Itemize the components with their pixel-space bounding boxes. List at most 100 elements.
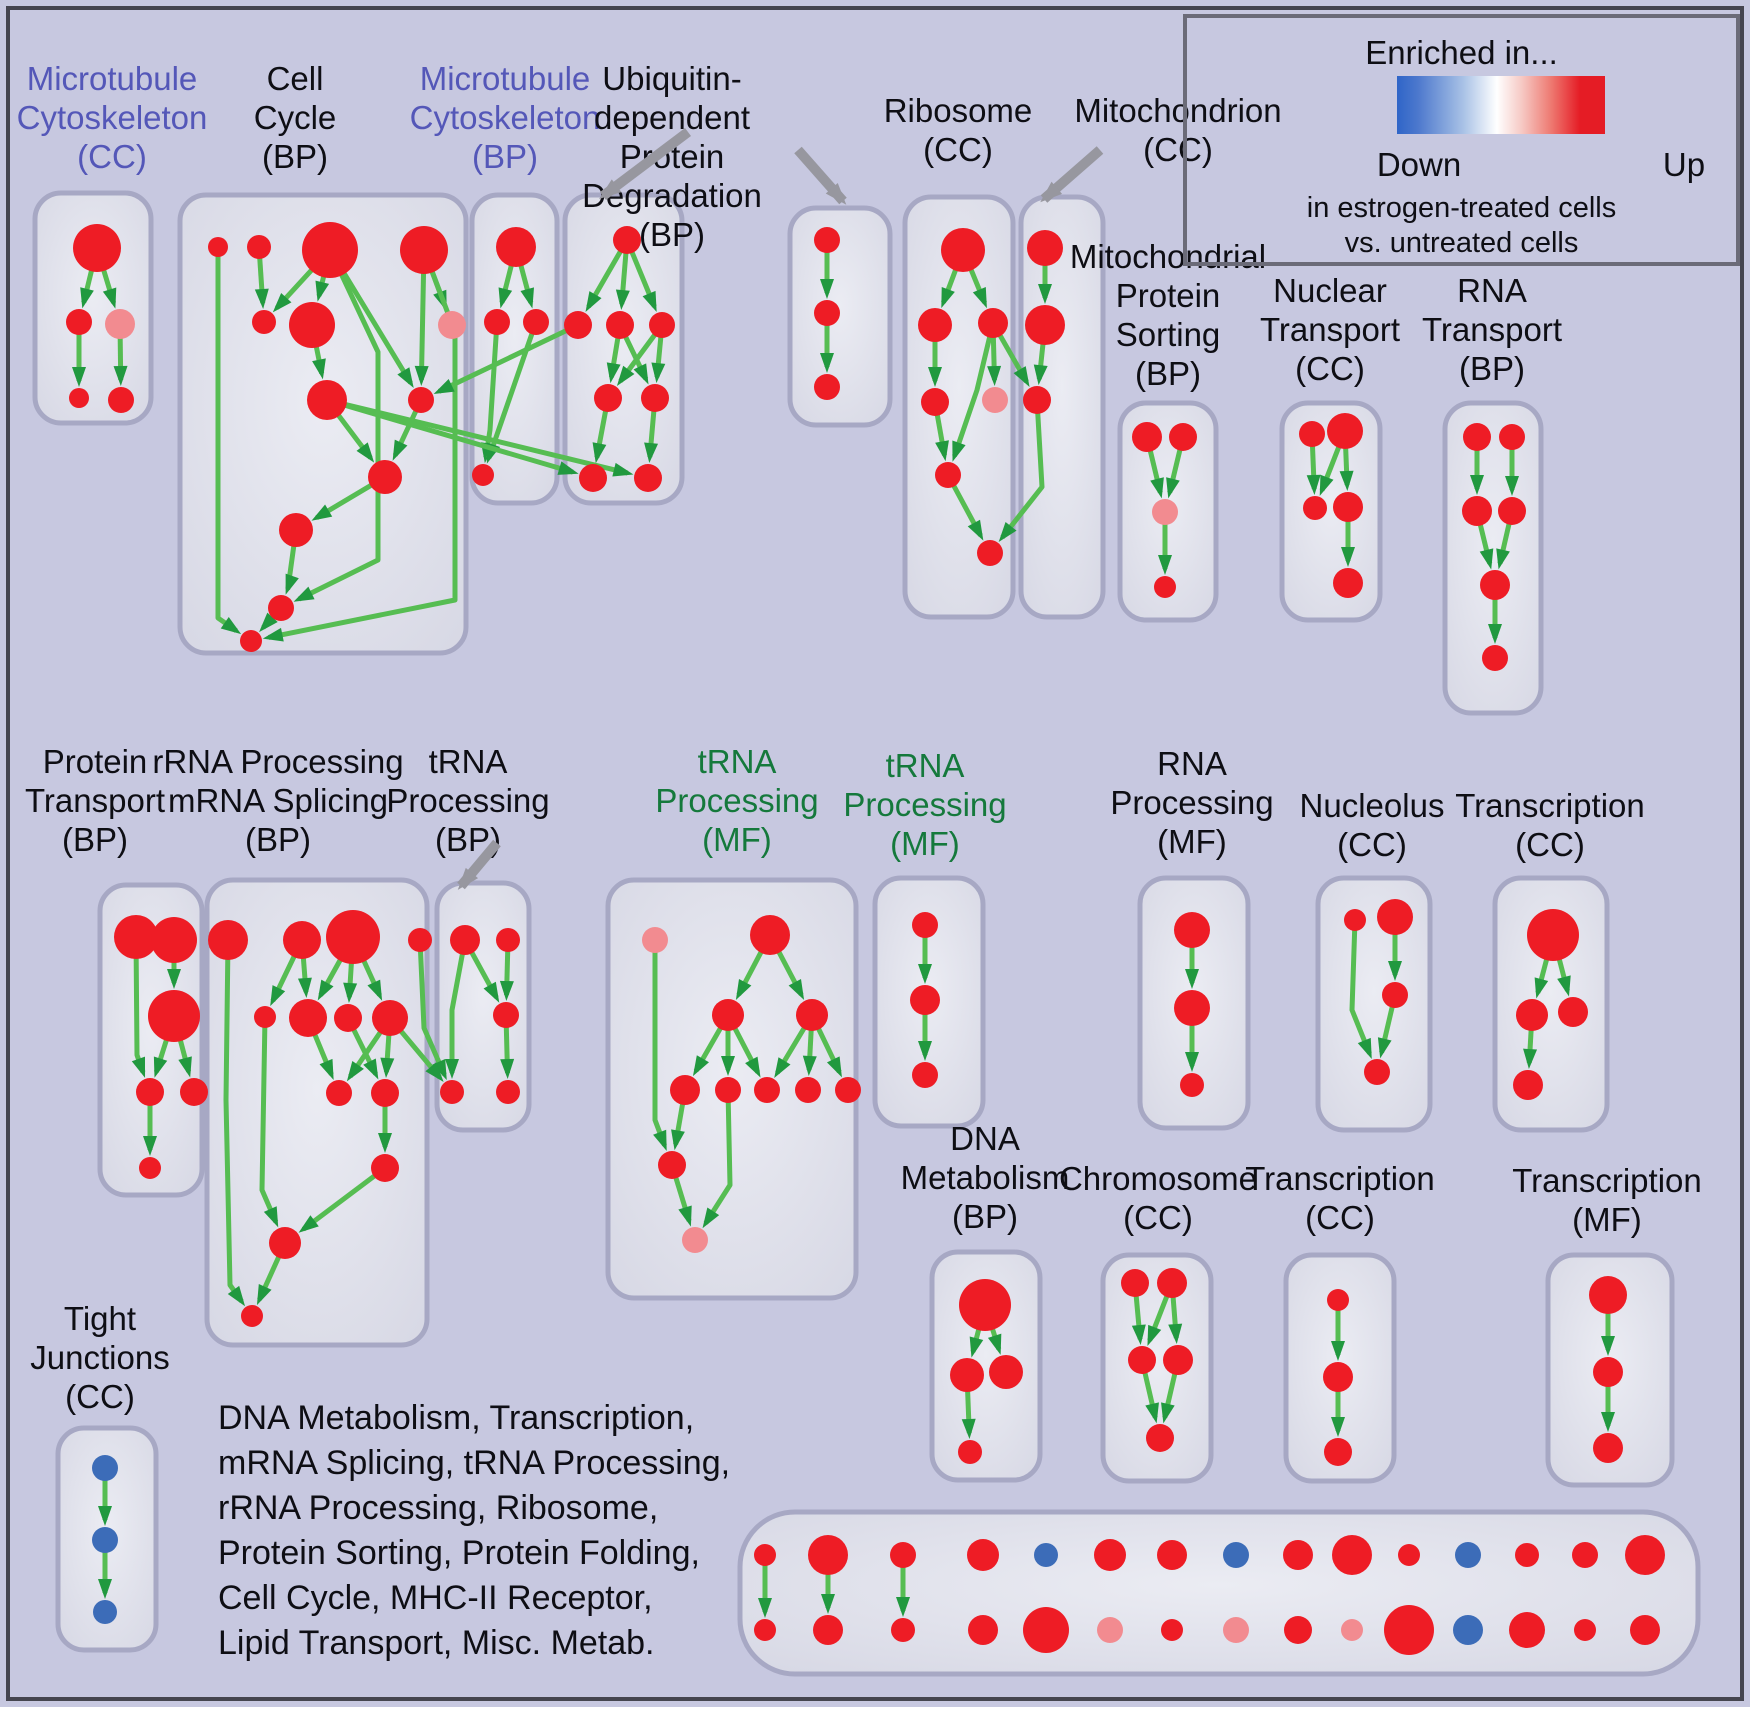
go-term-node-rrna-processing-mrna-splicing-5: [289, 999, 327, 1037]
edge-cell-cycle-12: [215, 247, 242, 635]
cluster-label-microtubule-bp: (BP): [472, 138, 538, 175]
legend-gradient-bar: [1397, 76, 1605, 134]
go-term-node-trna-processing-bp-1: [496, 928, 520, 952]
cluster-label-protein-transport: Protein: [43, 743, 148, 780]
go-term-node-microtubule-cc-3: [69, 388, 89, 408]
go-term-node-misc-metabolism-strip-13: [1572, 1542, 1598, 1568]
go-term-node-trna-processing-mf-large-3: [796, 999, 828, 1031]
go-term-node-rna-processing-mf-1: [1174, 990, 1210, 1026]
go-term-node-misc-metabolism-strip-15: [754, 1619, 776, 1641]
cross-edge-5: [417, 939, 447, 1081]
cluster-label-trna-processing-mf-large: tRNA: [698, 743, 777, 780]
go-term-node-microtubule-cc-0: [73, 224, 121, 272]
go-term-node-chromosome-cc-4: [1146, 1424, 1174, 1452]
go-term-node-trna-processing-bp-2: [493, 1002, 519, 1028]
go-term-node-protein-transport-4: [180, 1078, 208, 1106]
go-term-node-mitochondrial-protein-sorting-0: [1132, 422, 1162, 452]
edge-trna-processing-mf-large-11: [702, 1089, 733, 1229]
go-term-node-misc-metabolism-strip-28: [1574, 1619, 1596, 1641]
cluster-label-nuclear-transport: Transport: [1260, 311, 1400, 348]
go-term-node-misc-metabolism-strip-3: [967, 1539, 999, 1571]
cluster-label-tight-junctions: Tight: [64, 1300, 136, 1337]
go-term-node-microtubule-bp-2: [523, 309, 549, 335]
go-term-node-nucleolus-cc-1: [1377, 899, 1413, 935]
go-term-node-misc-metabolism-strip-5: [1094, 1539, 1126, 1571]
go-term-node-protein-transport-3: [136, 1078, 164, 1106]
go-term-node-trna-processing-mf-large-2: [712, 999, 744, 1031]
go-term-node-trna-processing-mf-large-4: [670, 1075, 700, 1105]
cluster-label-nuclear-transport: Nuclear: [1273, 272, 1387, 309]
cross-edge-1: [326, 397, 634, 477]
go-term-node-trna-processing-bp-4: [496, 1080, 520, 1104]
go-term-node-misc-metabolism-strip-20: [1097, 1617, 1123, 1643]
cluster-label-mitochondrion-cc: (CC): [1143, 131, 1213, 168]
cluster-label-microtubule-cc: (CC): [77, 138, 147, 175]
go-term-node-trna-processing-bp-0: [450, 925, 480, 955]
go-term-node-cell-cycle-9: [368, 460, 402, 494]
go-term-node-nuclear-transport-0: [1299, 421, 1325, 447]
cluster-label-rna-processing-mf: Processing: [1110, 784, 1273, 821]
go-term-node-cell-cycle-2: [302, 222, 358, 278]
cluster-label-transcription-cc-top: Transcription: [1455, 787, 1645, 824]
cluster-label-transcription-cc-top: (CC): [1515, 826, 1585, 863]
cluster-label-microtubule-cc: Microtubule: [27, 60, 198, 97]
go-term-node-transcription-cc-top-3: [1513, 1070, 1543, 1100]
go-term-node-misc-metabolism-strip-6: [1157, 1540, 1187, 1570]
go-term-node-rrna-processing-mrna-splicing-3: [408, 928, 432, 952]
go-term-node-ribosome-cc-4: [982, 387, 1008, 413]
go-term-node-misc-metabolism-strip-12: [1515, 1543, 1539, 1567]
go-term-node-transcription-mf-1: [1593, 1357, 1623, 1387]
edge-cell-cycle-13: [293, 248, 381, 602]
go-term-node-chromosome-cc-3: [1163, 1345, 1193, 1375]
note-line: DNA Metabolism, Transcription,: [218, 1399, 695, 1437]
go-term-node-rna-transport-1: [1499, 424, 1525, 450]
go-term-node-chromosome-cc-1: [1157, 1268, 1187, 1298]
go-term-node-misc-metabolism-strip-25: [1384, 1605, 1434, 1655]
go-term-node-cell-cycle-10: [279, 513, 313, 547]
go-term-node-dna-metabolism-0: [959, 1279, 1011, 1331]
go-term-node-misc-metabolism-strip-8: [1283, 1540, 1313, 1570]
label-pointer-arrow-3: [457, 839, 501, 890]
cluster-label-rna-processing-mf: (MF): [1157, 823, 1227, 860]
cluster-label-trna-processing-mf-large: (MF): [702, 821, 772, 858]
cluster-box-misc-metabolism-strip: [737, 1509, 1701, 1677]
label-pointer-arrow-0: [599, 128, 692, 200]
go-term-node-misc-metabolism-strip-0: [754, 1544, 776, 1566]
go-term-node-misc-metabolism-strip-21: [1161, 1619, 1183, 1641]
cluster-label-rna-processing-mf: RNA: [1157, 745, 1227, 782]
cluster-label-dna-metabolism: Metabolism: [901, 1159, 1070, 1196]
go-term-node-microtubule-bp-0: [496, 227, 536, 267]
cluster-box-microtubule-bp: [469, 192, 560, 506]
go-term-node-nuclear-transport-2: [1303, 496, 1327, 520]
cluster-label-ubiquitin-degradation: Ubiquitin-: [602, 60, 741, 97]
go-term-node-cell-cycle-0: [208, 237, 228, 257]
cluster-label-dna-metabolism: (BP): [952, 1198, 1018, 1235]
cluster-label-rrna-processing-mrna-splicing: rRNA Processing: [152, 743, 403, 780]
go-term-node-microtubule-cc-1: [66, 309, 92, 335]
go-term-node-trna-processing-mf-large-0: [642, 927, 668, 953]
go-term-node-transcription-cc-top-0: [1527, 909, 1579, 961]
cluster-box-transcription-cc-top: [1492, 875, 1610, 1133]
cluster-label-tight-junctions: (CC): [65, 1378, 135, 1415]
go-term-node-rna-transport-3: [1498, 497, 1526, 525]
figure-border: [6, 6, 1744, 1701]
go-term-node-trna-processing-mf-large-9: [658, 1151, 686, 1179]
go-term-node-misc-metabolism-strip-24: [1341, 1619, 1363, 1641]
legend-subtitle-line1: in estrogen-treated cells: [1306, 192, 1617, 224]
go-term-node-misc-metabolism-strip-2: [890, 1542, 916, 1568]
go-term-node-microtubule-cc-4: [108, 387, 134, 413]
go-term-node-trna-processing-bp-3: [440, 1080, 464, 1104]
go-term-node-rrna-processing-mrna-splicing-12: [241, 1305, 263, 1327]
edge-trna-processing-bp-0: [445, 939, 468, 1079]
go-term-node-rrna-processing-mrna-splicing-8: [326, 1080, 352, 1106]
cluster-label-rna-transport: (BP): [1459, 350, 1525, 387]
go-term-node-trna-processing-mf-small-1: [910, 985, 940, 1015]
edge-trna-processing-mf-large-8: [652, 940, 667, 1151]
cluster-label-dna-metabolism: DNA: [950, 1120, 1020, 1157]
go-term-node-rna-transport-5: [1482, 645, 1508, 671]
go-term-node-mitochondrion-cc-1: [1025, 305, 1065, 345]
go-term-node-nucleolus-cc-2: [1382, 982, 1408, 1008]
go-term-node-misc-metabolism-strip-17: [891, 1618, 915, 1642]
